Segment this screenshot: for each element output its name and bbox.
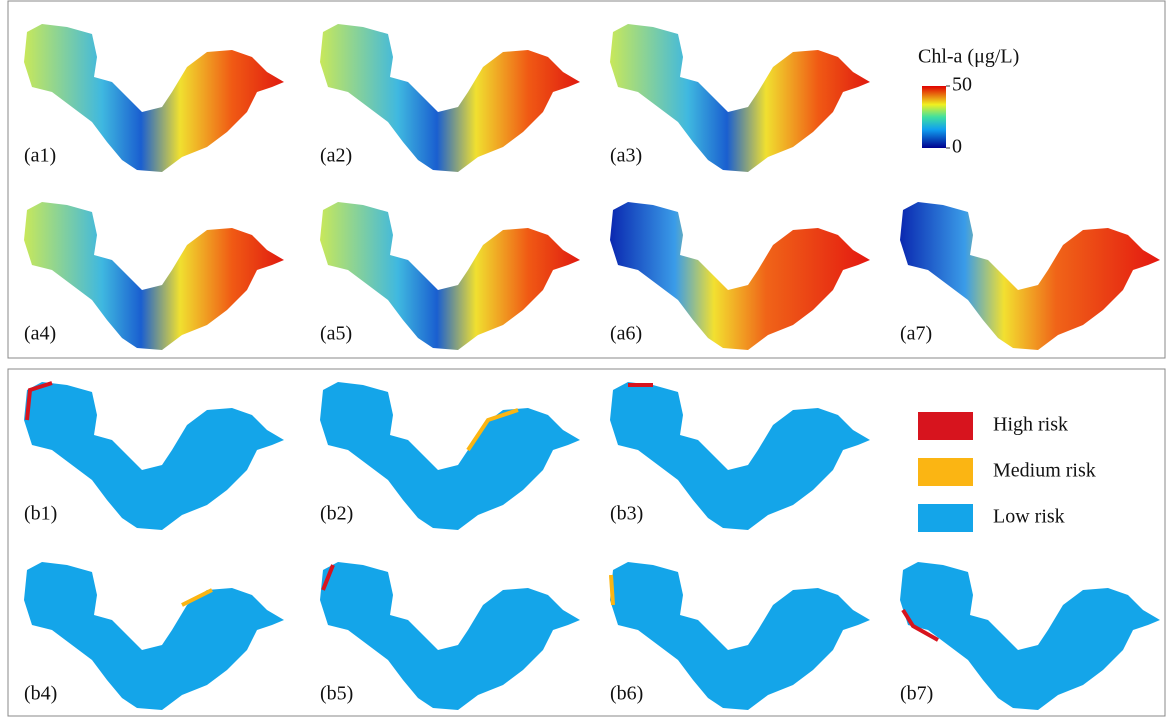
panel-label: (a1) xyxy=(24,145,56,167)
chl-map xyxy=(320,24,580,172)
risk-map xyxy=(900,562,1160,710)
chl-map xyxy=(610,24,870,172)
colorbar-tick-label: 50 xyxy=(952,74,972,96)
colorbar-title: Chl-a (μg/L) xyxy=(918,46,1019,68)
legend-swatch xyxy=(918,412,973,440)
risk-map xyxy=(320,562,580,710)
risk-map xyxy=(24,562,284,710)
panel-label: (b5) xyxy=(320,683,353,705)
risk-map xyxy=(320,382,580,530)
panel-label: (b4) xyxy=(24,683,57,705)
legend-label: Medium risk xyxy=(993,460,1096,482)
panel-label: (a4) xyxy=(24,323,56,345)
chl-map xyxy=(320,202,580,350)
chl-map xyxy=(610,202,870,350)
legend-swatch xyxy=(918,458,973,486)
panel-label: (b6) xyxy=(610,683,643,705)
chl-map xyxy=(900,202,1160,350)
panel-label: (a3) xyxy=(610,145,642,167)
legend-label: Low risk xyxy=(993,506,1065,528)
panel-label: (b7) xyxy=(900,683,933,705)
figure: (a1) (a2) (a3) (a4) (a5) (a6) (a7) (b1) (b2) (b3)… xyxy=(0,0,1174,717)
risk-map xyxy=(24,382,284,530)
risk-map xyxy=(610,382,870,530)
panel-label: (b3) xyxy=(610,503,643,525)
legend-swatch xyxy=(918,504,973,532)
panel-label: (a6) xyxy=(610,323,642,345)
chl-map xyxy=(24,202,284,350)
chl-map xyxy=(24,24,284,172)
risk-edge xyxy=(611,575,613,605)
panel-label: (b1) xyxy=(24,503,57,525)
panel-label: (a2) xyxy=(320,145,352,167)
colorbar-tick-label: 0 xyxy=(952,136,962,158)
legend-label: High risk xyxy=(993,414,1068,436)
risk-map xyxy=(610,562,870,710)
panel-label: (a5) xyxy=(320,323,352,345)
panel-label: (a7) xyxy=(900,323,932,345)
colorbar xyxy=(922,86,946,148)
panel-label: (b2) xyxy=(320,503,353,525)
